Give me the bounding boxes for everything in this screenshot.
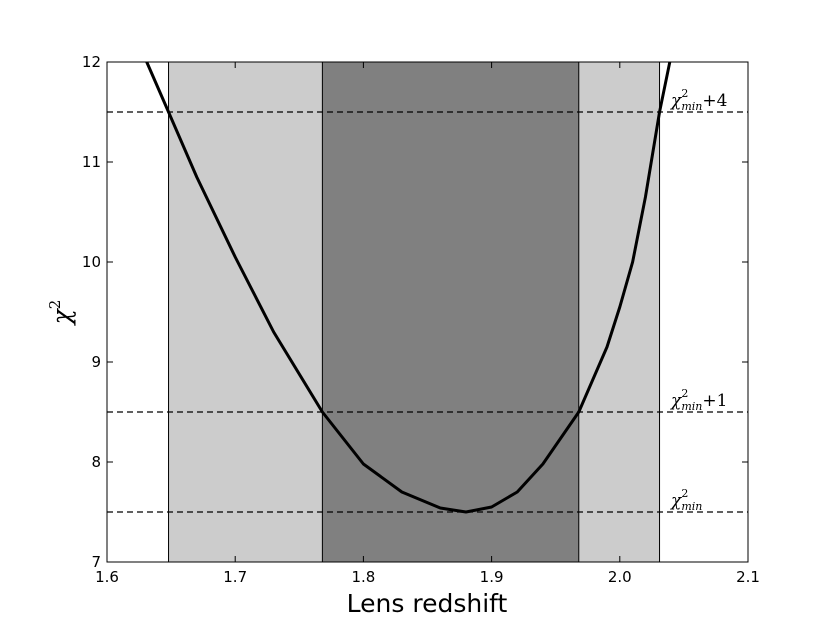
y-tick-label: 8 (91, 453, 101, 471)
reference-label: χ2 min (670, 487, 702, 513)
x-tick-label: 1.9 (480, 568, 504, 586)
y-axis-label: χ2 (46, 300, 76, 327)
label-sup: 2 (681, 387, 688, 400)
label-symbol: χ (670, 491, 683, 511)
label-sub: min (681, 100, 702, 113)
y-tick-label: 11 (82, 153, 101, 171)
reference-label: χ2 min+1 (670, 387, 727, 413)
label-sup: 2 (681, 487, 688, 500)
x-tick-label: 2.0 (608, 568, 632, 586)
x-tick-label: 1.8 (351, 568, 375, 586)
bands (168, 61, 661, 563)
plot-frame (106, 61, 749, 563)
label-sub: min (681, 400, 702, 413)
y-tick-label: 10 (82, 253, 101, 271)
y-tick-label: 7 (91, 553, 101, 571)
band (321, 61, 580, 563)
reference-label: χ2 min+4 (670, 87, 727, 113)
label-symbol: χ (670, 91, 683, 111)
x-tick-label: 1.6 (95, 568, 119, 586)
label-sup: 2 (681, 87, 688, 100)
y-tick-label: 9 (91, 353, 101, 371)
curve (145, 61, 672, 514)
y-tick-label: 12 (82, 53, 101, 71)
y-axis-symbol: χ (47, 307, 76, 326)
x-tick-label: 2.1 (736, 568, 760, 586)
label-sub: min (681, 500, 702, 513)
x-tick-label: 1.7 (223, 568, 247, 586)
label-suffix: +4 (702, 91, 727, 111)
label-symbol: χ (670, 391, 683, 411)
x-axis-label: Lens redshift (347, 589, 508, 618)
label-suffix: +1 (702, 391, 727, 411)
y-axis-sup: 2 (46, 300, 64, 310)
